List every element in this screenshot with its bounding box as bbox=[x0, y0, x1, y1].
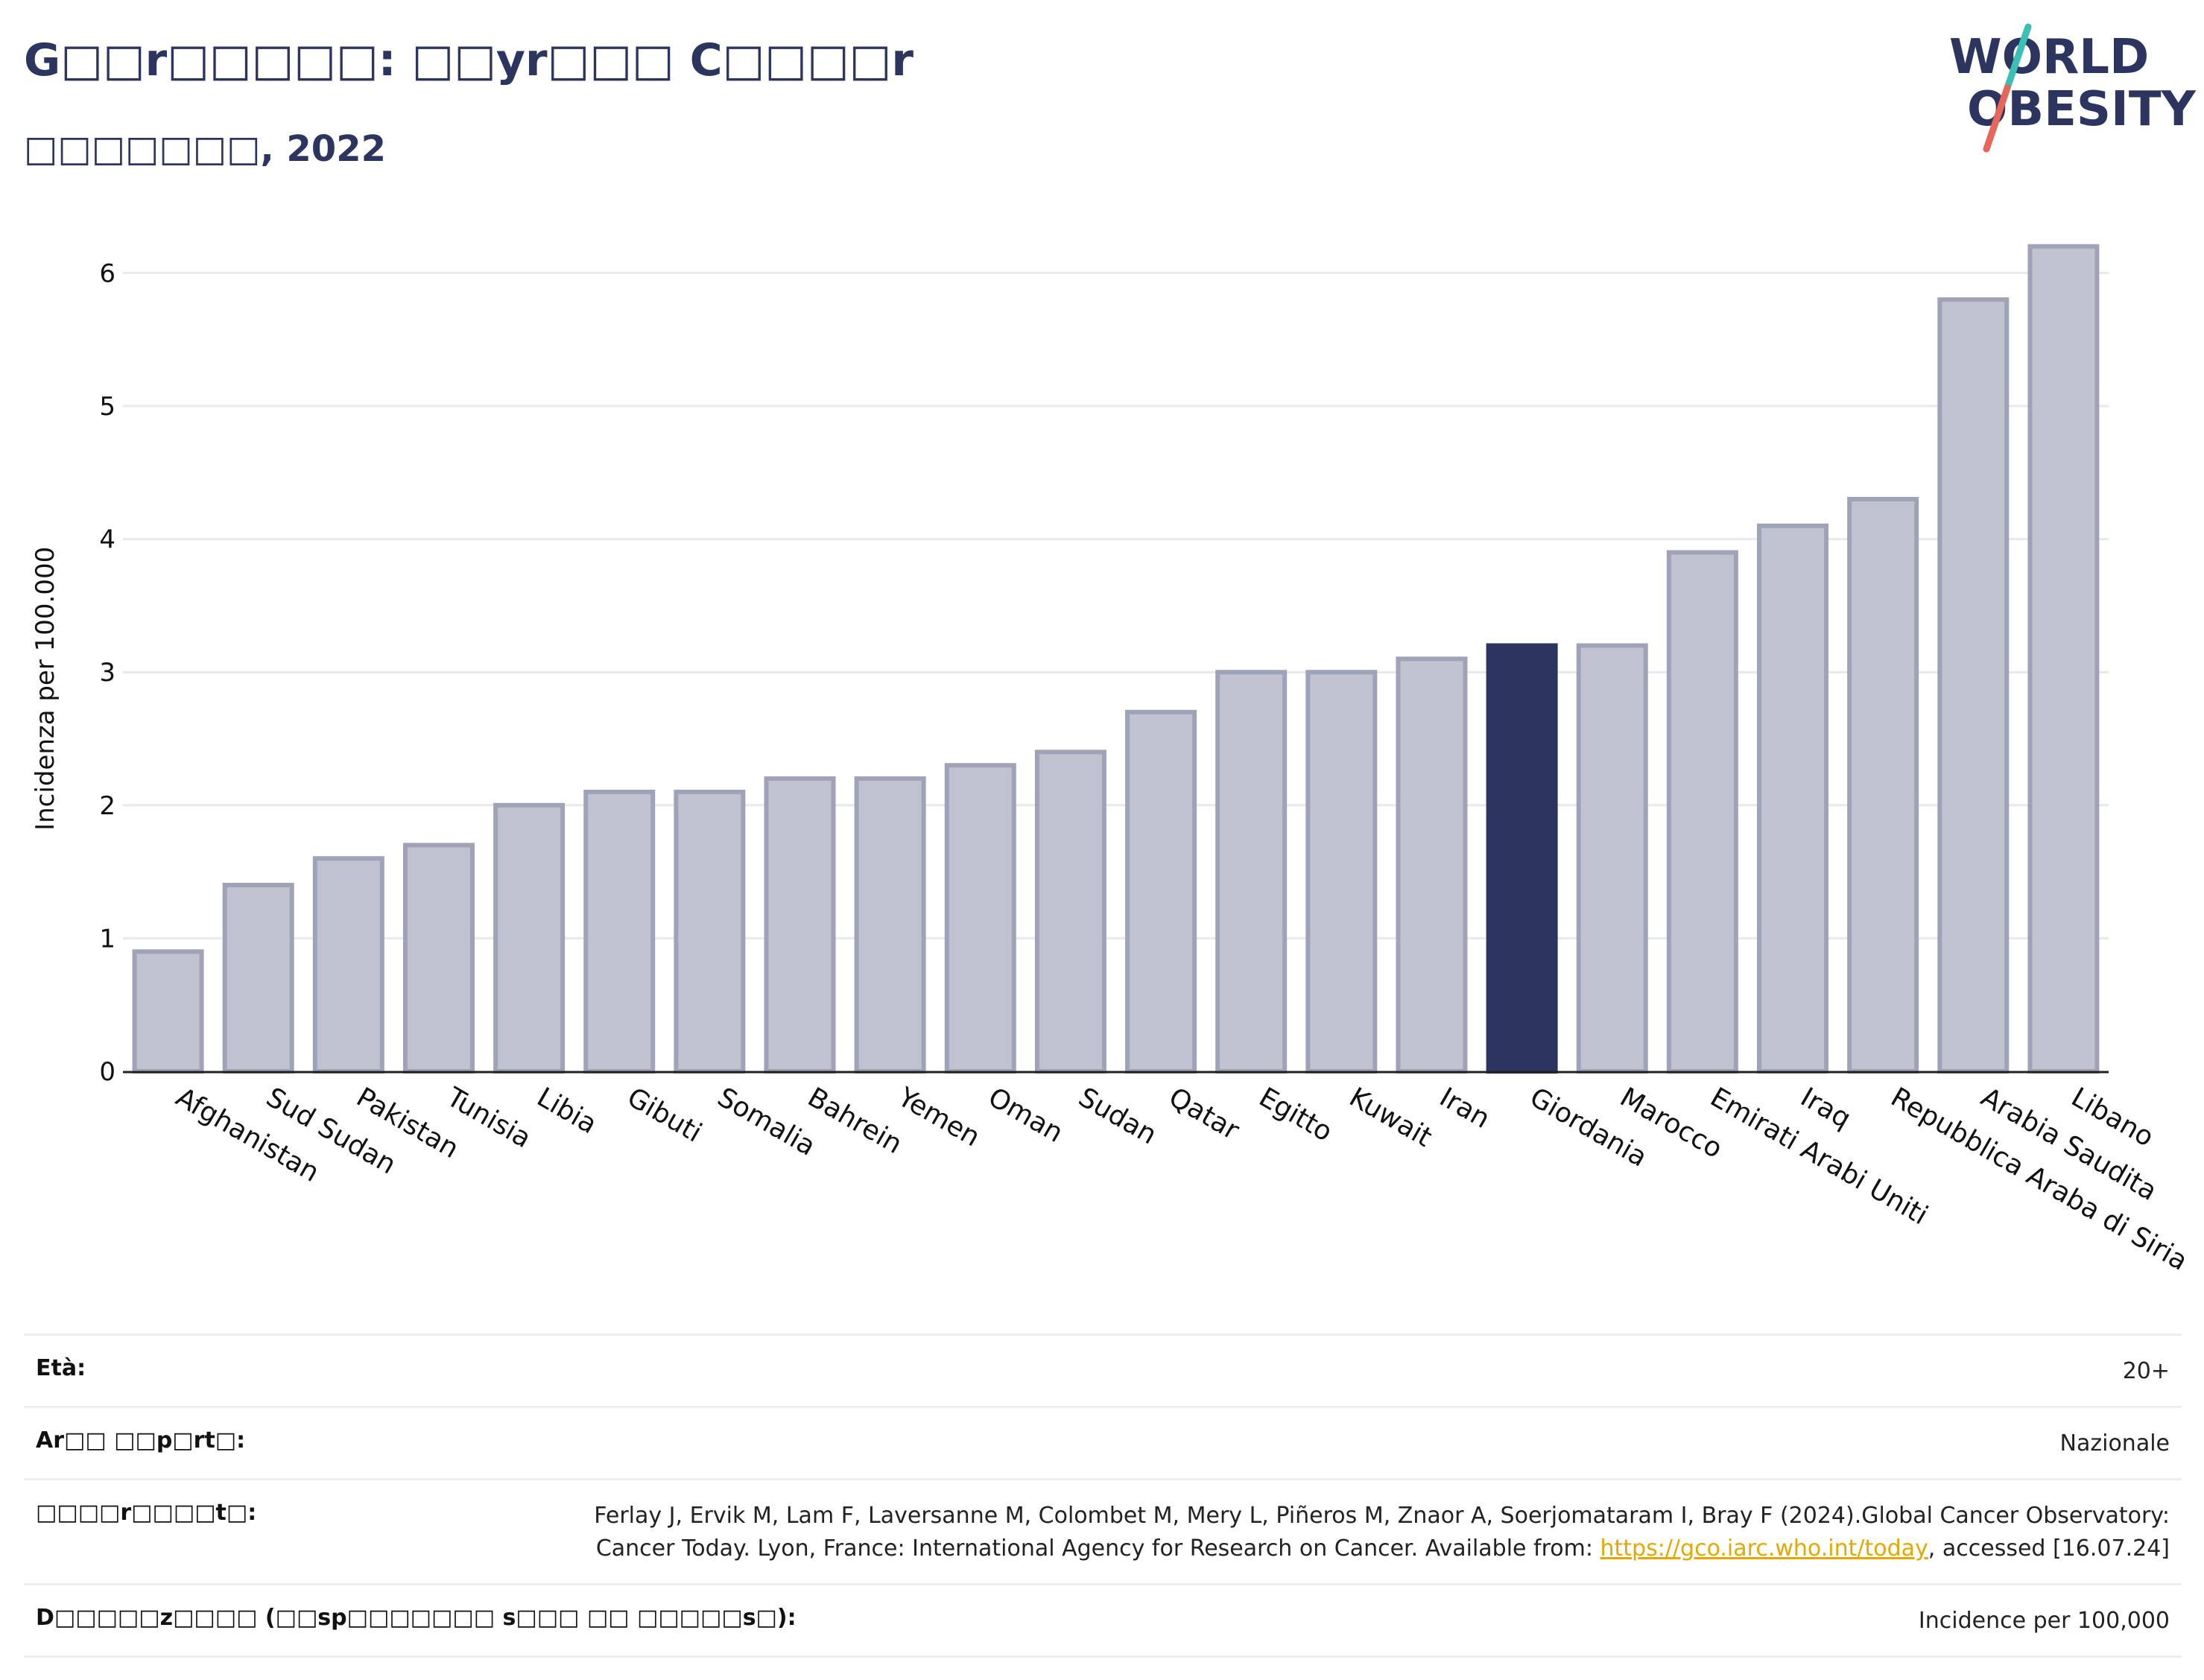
bar-qatar bbox=[1125, 709, 1197, 1074]
metadata-label: Ar□□ □□p□rt□: bbox=[36, 1427, 246, 1454]
metadata-label: Età: bbox=[36, 1355, 86, 1381]
bar-iraq bbox=[1757, 523, 1829, 1074]
bar-libano bbox=[2027, 244, 2100, 1074]
x-tick-label: Oman bbox=[983, 1082, 1068, 1149]
y-tick-label: 2 bbox=[99, 791, 115, 821]
bar-libia bbox=[493, 802, 566, 1074]
logo-slash-red bbox=[1983, 84, 2011, 153]
world-obesity-logo: WORLD OBESITY bbox=[1949, 23, 2196, 153]
metadata-row: Età: 20+ bbox=[24, 1334, 2182, 1406]
metadata-value: Nazionale bbox=[2059, 1430, 2170, 1456]
x-tick-label: Egitto bbox=[1254, 1082, 1337, 1147]
bar-marocco bbox=[1576, 643, 1648, 1074]
logo-text-world: WORLD bbox=[1949, 30, 2149, 85]
y-axis-label: Incidenza per 100.000 bbox=[31, 547, 60, 831]
y-tick-label: 5 bbox=[99, 392, 115, 422]
metadata-row: Ar□□ □□p□rt□: Nazionale bbox=[24, 1406, 2182, 1478]
metadata-label: D□□□□□z□□□□ (□□sp□□□□□□□ s□□□ □□ □□□□□s□… bbox=[36, 1605, 797, 1631]
x-tick-label: Yemen bbox=[892, 1082, 985, 1153]
bar-giordania bbox=[1486, 643, 1558, 1074]
bar-tunisia bbox=[402, 843, 475, 1074]
bar-pakistan bbox=[312, 856, 384, 1074]
metadata-value: Ferlay J, Ervik M, Lam F, Laversanne M, … bbox=[594, 1503, 2170, 1562]
bar-kuwait bbox=[1305, 670, 1378, 1074]
bar-sudan bbox=[1034, 749, 1106, 1074]
bar-arabia-saudita bbox=[1937, 297, 2010, 1074]
bar-bahrein bbox=[764, 776, 836, 1074]
source-link[interactable]: https://gco.iarc.who.int/today bbox=[1600, 1535, 1928, 1562]
bar-sud-sudan bbox=[222, 882, 294, 1074]
y-tick-label: 6 bbox=[99, 259, 115, 288]
bar-somalia bbox=[674, 789, 746, 1074]
bar-iran bbox=[1396, 656, 1468, 1074]
bar-oman bbox=[944, 763, 1016, 1074]
bar-afghanistan bbox=[132, 949, 204, 1074]
x-tick-label: Iraq bbox=[1796, 1082, 1856, 1135]
x-tick-label: Libia bbox=[532, 1082, 602, 1140]
bar-egitto bbox=[1215, 670, 1288, 1074]
x-tick-label: Somalia bbox=[712, 1082, 820, 1162]
x-tick-label: Gibuti bbox=[622, 1082, 707, 1148]
metadata-label: □□□□r□□□□t□: bbox=[36, 1500, 257, 1526]
x-tick-label: Sudan bbox=[1073, 1082, 1162, 1150]
metadata-value: 20+ bbox=[2122, 1358, 2170, 1384]
page-title: G□□r□□□□□: □□yr□□□ C□□□□r bbox=[24, 34, 913, 86]
logo-slash-teal bbox=[2004, 23, 2032, 92]
bar-emirati-arabi-uniti bbox=[1666, 550, 1738, 1074]
x-tick-label: Iran bbox=[1434, 1082, 1495, 1135]
y-tick-label: 0 bbox=[99, 1057, 115, 1087]
y-tick-label: 3 bbox=[99, 658, 115, 688]
x-tick-label: Kuwait bbox=[1344, 1082, 1437, 1153]
metadata-value: Incidence per 100,000 bbox=[1918, 1608, 2170, 1634]
metadata-table: Età: 20+ Ar□□ □□p□rt□: Nazionale □□□□r□□□□t□… bbox=[24, 1334, 2182, 1658]
metadata-row: □□□□r□□□□t□: Ferlay J, Ervik M, Lam F, La… bbox=[24, 1478, 2182, 1583]
x-tick-label: Bahrein bbox=[802, 1082, 907, 1160]
y-tick-label: 1 bbox=[99, 924, 115, 954]
bar-gibuti bbox=[583, 789, 656, 1074]
x-tick-label: Qatar bbox=[1164, 1082, 1244, 1146]
page-subtitle: □□□□□□□, 2022 bbox=[24, 128, 386, 170]
y-tick-label: 4 bbox=[99, 525, 115, 555]
metadata-row: D□□□□□z□□□□ (□□sp□□□□□□□ s□□□ □□ □□□□□s□… bbox=[24, 1583, 2182, 1658]
bar-repubblica-araba-di-siria bbox=[1847, 497, 1919, 1074]
bar-yemen bbox=[854, 776, 926, 1074]
